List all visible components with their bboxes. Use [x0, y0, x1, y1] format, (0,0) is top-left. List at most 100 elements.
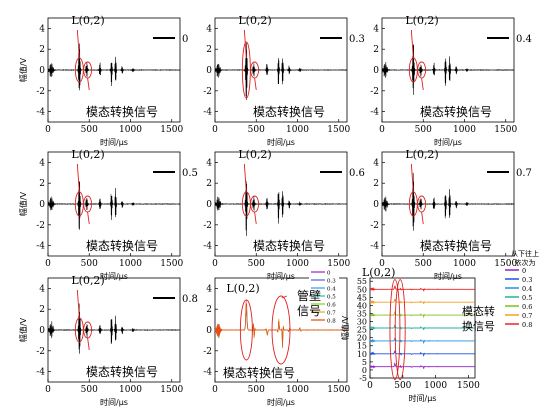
y-tick-label: 4 [39, 158, 45, 168]
x-tick-label: 1000 [453, 259, 476, 269]
legend-label-0: 0 [327, 271, 331, 277]
y-tick-label: 40 [357, 301, 367, 310]
series-line-0.3 [215, 42, 347, 101]
x-axis-label: 时间/μs [100, 271, 128, 281]
x-tick-label: 1000 [286, 259, 309, 269]
y-tick-label: 35 [357, 309, 367, 318]
y-tick-label: 4 [39, 284, 45, 294]
chart-panel-7: 0 500 1000 1500 -4 -2 0 2 4 时间/μs 幅值/V 0.8 L(0,2) 模态转… [18, 274, 198, 407]
y-tick-label: -2 [36, 87, 45, 97]
x-tick-label: 0 [212, 259, 218, 269]
x-tick-label: 500 [415, 259, 432, 269]
chart-panel-3: 0 500 1000 1500 -4 -2 0 2 4 时间/μs 0.4 L(0,2) 模态转换信号 [370, 14, 532, 147]
legend-label-0.6: 0.6 [522, 303, 532, 311]
legend-label: 0.4 [516, 34, 532, 45]
legend-label: 0.3 [349, 34, 365, 45]
y-tick-label: 50 [357, 285, 367, 294]
mode-label: L(0,2) [405, 148, 438, 161]
y-tick-label: -4 [36, 368, 45, 378]
x-tick-label: 1500 [327, 385, 350, 395]
x-tick-label: 0 [45, 385, 51, 395]
x-tick-label: 500 [248, 125, 265, 135]
legend-label-0.7: 0.7 [327, 311, 336, 317]
x-tick-label: 1500 [327, 259, 350, 269]
y-tick-label: -4 [203, 368, 212, 378]
y-tick-label: 4 [373, 158, 379, 168]
mode-label: L(0,2) [226, 282, 259, 295]
y-tick-label: 15 [357, 342, 367, 351]
arrow-down [421, 77, 424, 91]
legend-title-2: 依次为 [515, 258, 536, 267]
y-tick-label: 4 [206, 24, 212, 34]
x-axis-label: 时间/μs [100, 137, 128, 147]
y-tick-label: 2 [39, 45, 45, 55]
annotation-label: 模态转换信号 [86, 238, 158, 253]
series-line-0.5 [48, 181, 180, 230]
x-tick-label: 1500 [160, 259, 183, 269]
mode-ellipse [389, 279, 401, 381]
chart-panel-2: 0 500 1000 1500 -4 -2 0 2 4 时间/μs 0.3 L(0,2) 模态转换信号 [203, 14, 365, 147]
annotation-label: 模态转换信号 [253, 104, 325, 119]
y-tick-label: 2 [39, 305, 45, 315]
legend-label-0.5: 0.5 [327, 295, 336, 301]
chart-panel-5: 0 500 1000 1500 -4 -2 0 2 4 时间/μs 0.6 L(0,2) 模态转换信号 [203, 148, 365, 281]
chart-panel-1: 0 500 1000 1500 -4 -2 0 2 4 时间/μs 幅值/V 0 L(0,2) 模态转换信… [18, 14, 188, 147]
mode-label: L(0,2) [405, 14, 438, 27]
arrow-up [76, 163, 80, 193]
legend-label: 0.7 [516, 168, 532, 179]
y-axis-label: 幅值/V [340, 315, 350, 340]
y-tick-label: 4 [206, 284, 212, 294]
y-tick-label: 2 [206, 179, 212, 189]
series-line-0.8 [215, 300, 347, 348]
series-line-0.4 [370, 337, 475, 345]
series-line-0.3 [370, 350, 475, 358]
y-tick-label: -2 [36, 347, 45, 357]
annotation-label: 模态转换信号 [420, 238, 492, 253]
y-tick-label: 0 [362, 366, 367, 375]
y-tick-label: 0 [206, 326, 212, 336]
x-tick-label: 1000 [119, 385, 142, 395]
wall-label-2: 信号 [297, 304, 321, 318]
y-tick-label: -2 [36, 221, 45, 231]
y-tick-label: 20 [357, 334, 367, 343]
x-tick-label: 500 [394, 381, 411, 391]
arrow-up [243, 29, 247, 59]
x-tick-label: 1000 [119, 125, 142, 135]
arrow-down [254, 211, 257, 225]
arrow-down [87, 337, 90, 351]
x-tick-label: 0 [212, 125, 218, 135]
y-tick-label: -2 [203, 87, 212, 97]
arrow-down [421, 211, 424, 225]
conversion-ellipse [394, 279, 406, 381]
y-tick-label: -4 [370, 242, 379, 252]
x-axis-label: 时间/μs [434, 137, 462, 147]
legend-label-0.4: 0.4 [327, 287, 336, 293]
arrow-up [243, 163, 247, 193]
y-tick-label: 45 [357, 293, 367, 302]
y-tick-label: 5 [362, 358, 367, 367]
series-line-0.8 [370, 285, 475, 292]
chart-panel-9: 0 500 1000 1500-50510152025303540455055时间/μ… [340, 249, 539, 403]
y-tick-label: 0 [206, 66, 212, 76]
series-line-0 [370, 362, 475, 369]
y-tick-label: -2 [370, 221, 379, 231]
mode-label: L(0,2) [71, 14, 104, 27]
y-tick-label: 30 [357, 318, 367, 327]
y-tick-label: -4 [36, 242, 45, 252]
annotation-label: 模态转换信号 [223, 365, 295, 380]
annotation-label: 模态转换信号 [86, 104, 158, 119]
annotation-label: 模态转换信号 [253, 238, 325, 253]
x-tick-label: 1000 [286, 125, 309, 135]
legend-label-0.3: 0.3 [327, 279, 336, 285]
x-tick-label: 500 [81, 125, 98, 135]
y-tick-label: -4 [370, 108, 379, 118]
arrow-down [87, 211, 90, 225]
x-axis-label: 时间/μs [100, 397, 128, 407]
x-tick-label: 1500 [160, 125, 183, 135]
arrow-up [410, 163, 414, 193]
chart-panel-4: 0 500 1000 1500 -4 -2 0 2 4 时间/μs 幅值/V 0.5 L(0,2) 模态转… [18, 148, 198, 281]
legend-label-0.6: 0.6 [327, 303, 336, 309]
y-tick-label: 2 [206, 45, 212, 55]
